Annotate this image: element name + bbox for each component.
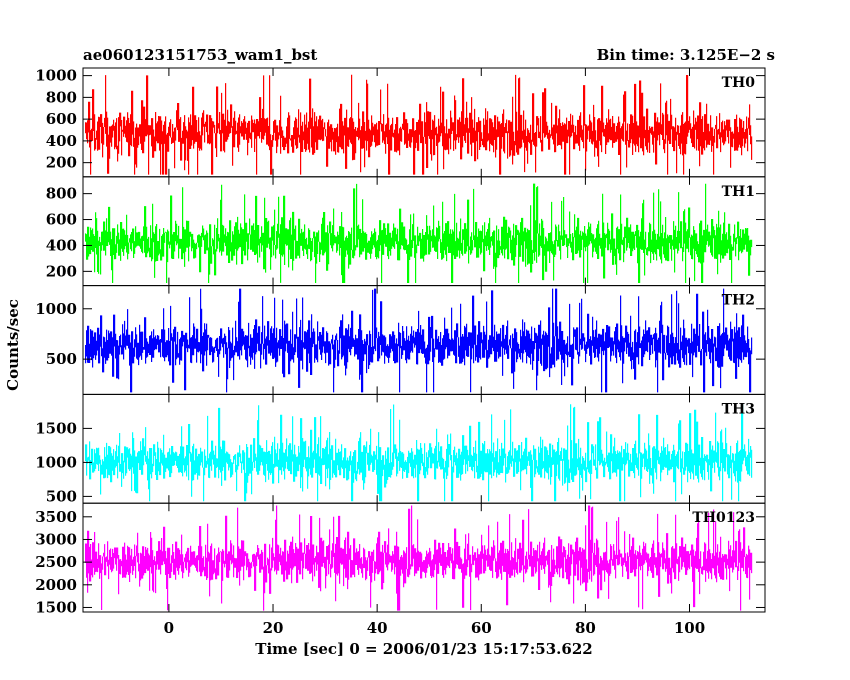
x-tick-label: 20 [263,619,284,637]
series-th0 [85,74,753,175]
y-tick-label: 2500 [35,553,77,571]
x-tick-label: 100 [674,619,705,637]
y-tick-label: 3000 [35,530,77,548]
panel-frame [82,502,766,613]
y-tick-label: 1000 [35,300,77,318]
panel-th3: 500 1000 1500 TH3 [35,393,766,505]
panel-label: TH0 [722,75,756,91]
panel-th2: 500 1000 TH2 [35,285,766,395]
panel-label: TH2 [722,293,755,309]
panel-label: TH1 [722,184,755,200]
panel-stack: 200 400 600 800 1000 TH0 200 400 600 800 TH1 500 100… [35,67,766,616]
series-th3 [85,404,753,502]
x-tick-label: 40 [367,619,388,637]
panel-label: TH3 [722,401,755,417]
y-tick-label: 500 [46,487,77,505]
y-tick-label: 200 [46,154,77,172]
y-tick-label: 1000 [35,67,77,85]
panel-label: TH0123 [692,510,755,526]
y-tick-label: 1000 [35,453,77,471]
chart-title-left: ae060123151753_wam1_bst [83,46,317,64]
y-tick-label: 800 [46,88,77,106]
y-tick-label: 600 [46,110,77,128]
x-axis: 0 20 40 60 80 100 [164,619,705,637]
x-axis-label: Time [sec] 0 = 2006/01/23 15:17:53.622 [255,640,592,658]
series-th1 [85,183,753,283]
y-tick-label: 3500 [35,508,77,526]
y-tick-label: 500 [46,350,77,368]
y-tick-label: 400 [46,236,77,254]
y-axis-label: Counts/sec [4,299,22,391]
x-tick-label: 60 [471,619,492,637]
series-th0123 [85,505,753,611]
chart-title-right: Bin time: 3.125E−2 s [597,46,775,64]
x-tick-label: 0 [164,619,174,637]
x-tick-label: 80 [575,619,596,637]
panel-th0123: 1500 2000 2500 3000 3500 TH0123 [35,502,766,616]
y-tick-label: 400 [46,132,77,150]
panel-th0: 200 400 600 800 1000 TH0 [35,67,766,178]
panel-th1: 200 400 600 800 TH1 [46,176,766,287]
y-tick-label: 800 [46,185,77,203]
y-tick-label: 2000 [35,576,77,594]
series-th2 [85,288,753,393]
y-tick-label: 200 [46,262,77,280]
y-tick-label: 600 [46,211,77,229]
y-tick-label: 1500 [35,419,77,437]
y-tick-label: 1500 [35,598,77,616]
